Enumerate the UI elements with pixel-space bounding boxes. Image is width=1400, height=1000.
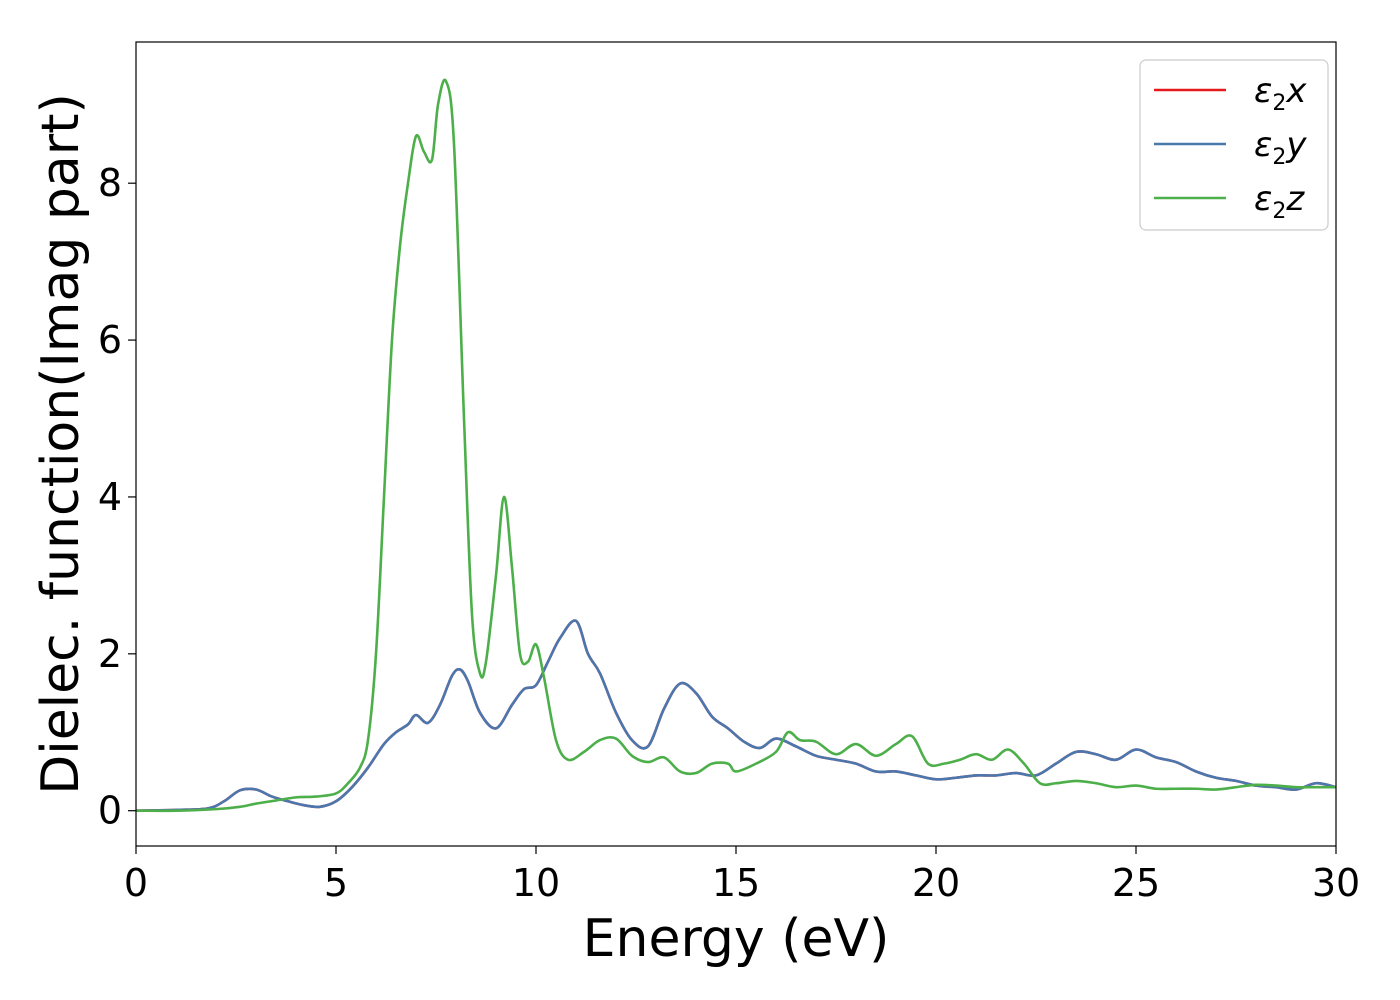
x-tick-label: 10 [512, 861, 560, 905]
y-tick-label: 6 [98, 318, 122, 362]
x-axis-label: Energy (eV) [583, 909, 890, 969]
y-axis-label: Dielec. function(Imag part) [31, 93, 91, 795]
y-axis-ticks: 0 2 4 6 8 [98, 161, 136, 833]
x-tick-label: 20 [912, 861, 960, 905]
legend-box [1139, 59, 1329, 231]
legend: ε2x ε2y ε2z [1139, 59, 1329, 231]
x-tick-label: 25 [1112, 861, 1160, 905]
x-tick-label: 30 [1312, 861, 1360, 905]
series-line-y [136, 619, 1336, 812]
y-tick-label: 2 [98, 632, 122, 676]
y-tick-label: 8 [98, 161, 122, 205]
x-tick-label: 5 [324, 861, 348, 905]
x-axis-ticks: 0 5 10 15 20 25 30 [124, 846, 1360, 905]
y-tick-label: 0 [98, 789, 122, 833]
x-tick-label: 15 [712, 861, 760, 905]
plot-lines [136, 78, 1336, 813]
legend-label-z: ε2z [1254, 179, 1305, 224]
series-line-z [136, 78, 1336, 813]
legend-label-x: ε2x [1254, 71, 1307, 116]
legend-label-y: ε2y [1254, 125, 1307, 170]
y-tick-label: 4 [98, 475, 122, 519]
x-tick-label: 0 [124, 861, 148, 905]
